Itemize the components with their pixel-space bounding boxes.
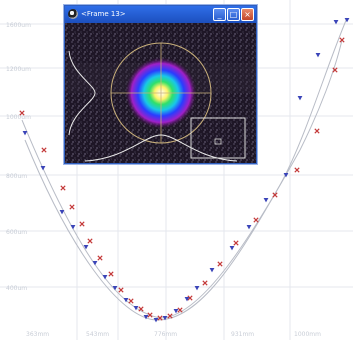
- horizontal-profile-curve: [84, 134, 238, 162]
- x-tick-label: 1000mm: [294, 331, 321, 338]
- vertical-profile-curve: [68, 50, 96, 136]
- red-series-marks: [19, 37, 345, 321]
- blue-data-point: [209, 268, 215, 273]
- x-tick-label: 543mm: [86, 331, 109, 338]
- blue-data-point: [344, 18, 350, 23]
- red-data-point: [294, 167, 300, 173]
- y-tick-label: 1000um: [6, 114, 31, 121]
- x-tick-label: 776mm: [154, 331, 177, 338]
- maximize-button[interactable]: □: [227, 8, 240, 21]
- y-tick-label: 400um: [6, 285, 27, 292]
- blue-fit-curve: [24, 17, 348, 321]
- blue-data-point: [123, 298, 129, 303]
- y-tick-label: 600um: [6, 229, 27, 236]
- blue-data-point: [333, 20, 339, 25]
- red-data-point: [118, 287, 124, 293]
- y-tick-label: 1200um: [6, 66, 31, 73]
- x-tick-label: 363mm: [26, 331, 49, 338]
- red-data-point: [87, 238, 93, 244]
- red-data-point: [128, 298, 134, 304]
- zoom-box[interactable]: [190, 117, 246, 159]
- blue-series-marks: [22, 18, 350, 323]
- blue-data-point: [173, 309, 179, 314]
- red-data-point: [79, 221, 85, 227]
- red-data-point: [69, 204, 75, 210]
- blue-data-point: [263, 198, 269, 203]
- blue-data-point: [83, 245, 89, 250]
- blue-data-point: [22, 131, 28, 136]
- x-tick-label: 931mm: [231, 331, 254, 338]
- frame-titlebar[interactable]: <Frame 13> _ □ ×: [65, 6, 256, 23]
- frame-viewer-window[interactable]: <Frame 13> _ □ ×: [64, 5, 257, 164]
- blue-data-point: [229, 246, 235, 251]
- blue-data-point: [102, 275, 108, 280]
- blue-data-point: [297, 96, 303, 101]
- red-data-point: [332, 67, 338, 73]
- blue-data-point: [153, 318, 159, 323]
- blue-data-point: [194, 286, 200, 291]
- blue-data-point: [70, 225, 76, 230]
- red-data-point: [138, 306, 144, 312]
- red-data-point: [272, 192, 278, 198]
- red-fit-curve: [21, 39, 343, 319]
- red-data-point: [167, 313, 173, 319]
- blue-data-point: [92, 261, 98, 266]
- red-data-point: [187, 295, 193, 301]
- blue-data-point: [283, 173, 289, 178]
- red-data-point: [217, 261, 223, 267]
- red-data-point: [233, 240, 239, 246]
- blue-data-point: [112, 286, 118, 291]
- blue-data-point: [40, 166, 46, 171]
- red-data-point: [177, 307, 183, 313]
- frame-title: <Frame 13>: [81, 10, 126, 18]
- blue-data-point: [143, 315, 149, 320]
- red-data-point: [202, 280, 208, 286]
- red-data-point: [19, 110, 25, 116]
- red-data-point: [147, 312, 153, 318]
- close-button[interactable]: ×: [241, 8, 254, 21]
- y-tick-label: 800um: [6, 173, 27, 180]
- blue-data-point: [133, 306, 139, 311]
- red-data-point: [97, 255, 103, 261]
- blue-data-point: [59, 210, 65, 215]
- minimize-button[interactable]: _: [213, 8, 226, 21]
- red-data-point: [108, 271, 114, 277]
- red-data-point: [339, 37, 345, 43]
- y-tick-label: 1600um: [6, 22, 31, 29]
- blue-data-point: [184, 297, 190, 302]
- red-data-point: [157, 315, 163, 321]
- blue-data-point: [315, 53, 321, 58]
- blue-data-point: [246, 225, 252, 230]
- red-data-point: [41, 147, 47, 153]
- red-data-point: [60, 185, 66, 191]
- app-logo-icon: [68, 9, 78, 19]
- blue-data-point: [162, 316, 168, 321]
- red-data-point: [314, 128, 320, 134]
- red-data-point: [253, 217, 259, 223]
- beam-image: [65, 23, 256, 163]
